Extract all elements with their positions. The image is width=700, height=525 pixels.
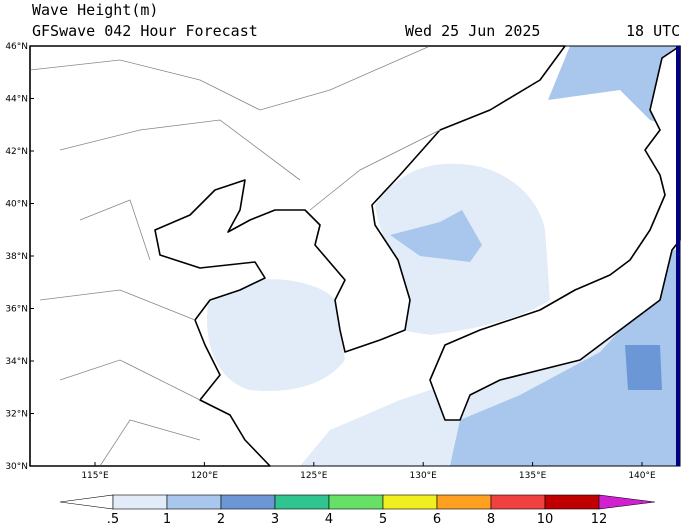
colorbar-segment (220, 494, 276, 510)
colorbar-label: 5 (379, 512, 387, 525)
title: Wave Height(m) (32, 1, 158, 19)
colorbar-segment (328, 494, 384, 510)
lon-label: 135°E (519, 471, 547, 481)
colorbar-label: 3 (271, 512, 279, 525)
lat-label: 38°N (5, 252, 28, 262)
lat-label: 34°N (5, 357, 28, 367)
lon-label: 115°E (81, 471, 109, 481)
lat-label: 40°N (5, 200, 28, 210)
colorbar-segment (598, 494, 656, 510)
japan (429, 45, 681, 421)
colorbar-segment (59, 494, 114, 510)
edge-strip (676, 46, 680, 466)
lat-label: 46°N (5, 42, 28, 52)
colorbar-label: 4 (325, 512, 333, 525)
colorbar-segment (382, 494, 438, 510)
sea-shade (206, 279, 345, 391)
lon-label: 130°E (410, 471, 438, 481)
colorbar-segment (112, 494, 168, 510)
colorbar-segment (490, 494, 546, 510)
sea-shade (625, 345, 662, 390)
mainland-asia (29, 45, 566, 467)
colorbar-label: 1 (163, 512, 171, 525)
subtitle: GFSwave 042 Hour Forecast (32, 22, 258, 40)
lat-label: 32°N (5, 410, 28, 420)
lat-label: 30°N (5, 462, 28, 472)
colorbar-label: 2 (217, 512, 225, 525)
sea-shade (390, 210, 482, 262)
map (29, 45, 681, 467)
colorbar-label: 6 (433, 512, 441, 525)
lon-label: 120°E (191, 471, 219, 481)
colorbar-label: 12 (591, 512, 608, 525)
lon-label: 140°E (628, 471, 656, 481)
boundaries (29, 45, 441, 467)
colorbar-segment (166, 494, 222, 510)
colorbar-segment (544, 494, 600, 510)
lon-label: 125°E (300, 471, 328, 481)
colorbar-label: 10 (537, 512, 554, 525)
lat-label: 44°N (5, 95, 28, 105)
colorbar-label: 8 (487, 512, 495, 525)
date: Wed 25 Jun 2025 (405, 22, 540, 40)
lat-label: 42°N (5, 147, 28, 157)
time: 18 UTC (626, 22, 680, 40)
sea-shade (450, 250, 680, 466)
colorbar-label: .5 (107, 512, 119, 525)
colorbar-segment (436, 494, 492, 510)
lat-label: 36°N (5, 305, 28, 315)
sea-shade (548, 46, 680, 130)
colorbar-segment (274, 494, 330, 510)
